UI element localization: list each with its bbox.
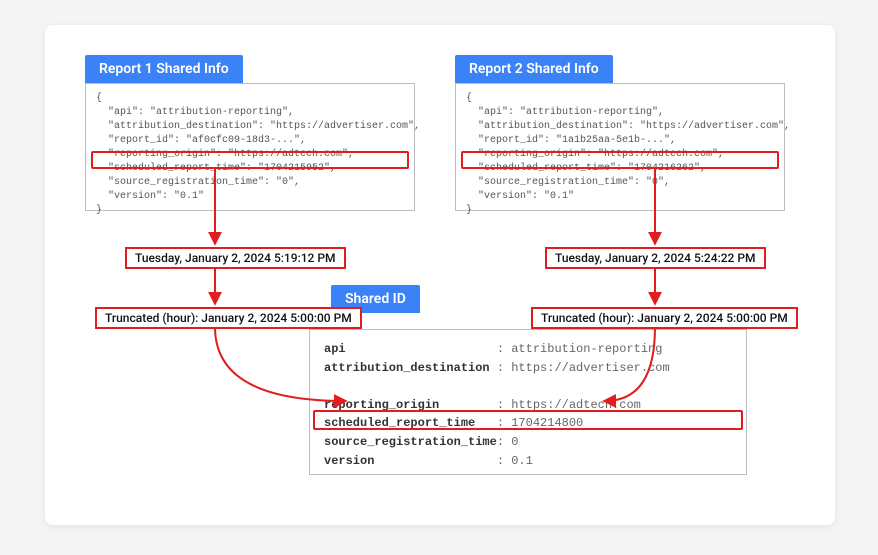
report2-truncated: Truncated (hour): January 2, 2024 5:00:0… bbox=[531, 307, 798, 329]
report1-title: Report 1 Shared Info bbox=[99, 61, 229, 77]
shared-row: api : attribution-reporting bbox=[324, 340, 732, 359]
shared-row: version : 0.1 bbox=[324, 452, 732, 471]
diagram-stage: Report 1 Shared Info { "api": "attributi… bbox=[45, 25, 835, 525]
report2-header: Report 2 Shared Info bbox=[455, 55, 613, 83]
report1-json-box: { "api": "attribution-reporting", "attri… bbox=[85, 83, 415, 211]
shared-row: source_registration_time: 0 bbox=[324, 433, 732, 452]
report1-header: Report 1 Shared Info bbox=[85, 55, 243, 83]
report1-highlight bbox=[91, 151, 409, 169]
shared-id-box: api : attribution-reportingattribution_d… bbox=[309, 329, 747, 475]
shared-id-title: Shared ID bbox=[345, 291, 406, 307]
report2-title: Report 2 Shared Info bbox=[469, 61, 599, 77]
report2-timestamp: Tuesday, January 2, 2024 5:24:22 PM bbox=[545, 247, 766, 269]
report1-timestamp: Tuesday, January 2, 2024 5:19:12 PM bbox=[125, 247, 346, 269]
report1-truncated: Truncated (hour): January 2, 2024 5:00:0… bbox=[95, 307, 362, 329]
shared-id-highlight bbox=[313, 410, 743, 430]
shared-row bbox=[324, 377, 732, 396]
shared-row: attribution_destination : https://advert… bbox=[324, 359, 732, 378]
report2-highlight bbox=[461, 151, 779, 169]
report2-json-box: { "api": "attribution-reporting", "attri… bbox=[455, 83, 785, 211]
